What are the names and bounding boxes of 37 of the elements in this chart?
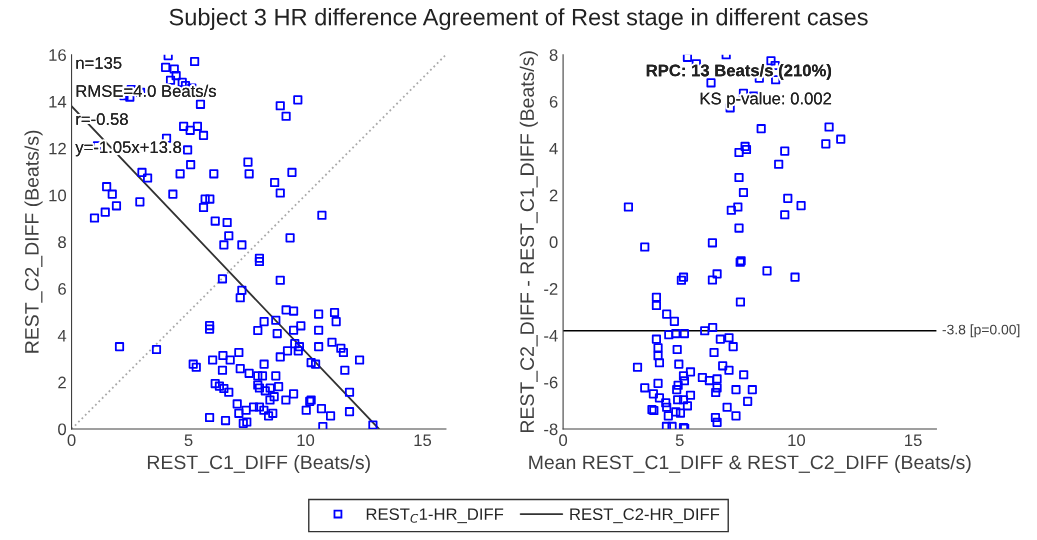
legend-label: REST$_{C}$1-HR_DIFF	[366, 508, 504, 524]
y-tick-label: 6	[549, 95, 558, 108]
x-tick-label: 15	[905, 434, 922, 447]
y-tick-label: -4	[544, 329, 558, 342]
y-tick-label: 2	[549, 189, 558, 202]
y-tick-label: 4	[57, 329, 67, 342]
y-tick-label: 0	[58, 423, 67, 436]
x-axis-title: REST_C1_DIFF (Beats/s)	[147, 454, 370, 474]
y-axis-title: REST_C2_DIFF - REST_C1_DIFF (Beats/s)	[519, 51, 538, 433]
y-tick-label: -2	[544, 283, 558, 295]
x-tick-label: 0	[559, 434, 568, 447]
x-axis-title: Mean REST_C1_DIFF & REST_C2_DIFF (Beats/s)	[529, 454, 971, 474]
x-tick-label: 0	[67, 434, 76, 447]
y-tick-label: 10	[49, 189, 67, 202]
annotation: n=135	[76, 57, 122, 69]
y-tick-label: -6	[544, 376, 558, 389]
y-axis-title: REST_C2_DIFF (Beats/s)	[24, 130, 43, 353]
y-tick-label: 16	[49, 49, 66, 61]
annotation: KS p-value: 0.002	[700, 92, 832, 108]
y-tick-label: 8	[58, 236, 66, 249]
y-tick-label: 14	[49, 96, 67, 108]
y-tick-label: 0	[549, 236, 558, 249]
y-tick-label: -8	[544, 423, 558, 436]
y-tick-label: 12	[49, 142, 66, 155]
y-tick-label: 8	[549, 49, 558, 61]
x-tick-label: 5	[675, 434, 684, 447]
x-tick-label: 10	[788, 434, 806, 447]
annotation: RPC: 13 Beats/s (210%)	[646, 64, 832, 80]
y-tick-label: 4	[549, 142, 558, 155]
ref-line-label: -3.8 [p=0.00]	[942, 324, 1020, 338]
x-tick-label: 5	[184, 434, 193, 447]
x-tick-label: 10	[297, 434, 315, 447]
y-tick-label: 2	[58, 376, 66, 389]
text: Subject 3 HR difference Agreement of Rest stage in different cases	[169, 8, 868, 31]
x-tick-label: 15	[414, 434, 432, 447]
legend-label: REST_C2-HR_DIFF	[570, 508, 720, 524]
y-tick-label: 6	[58, 283, 66, 295]
